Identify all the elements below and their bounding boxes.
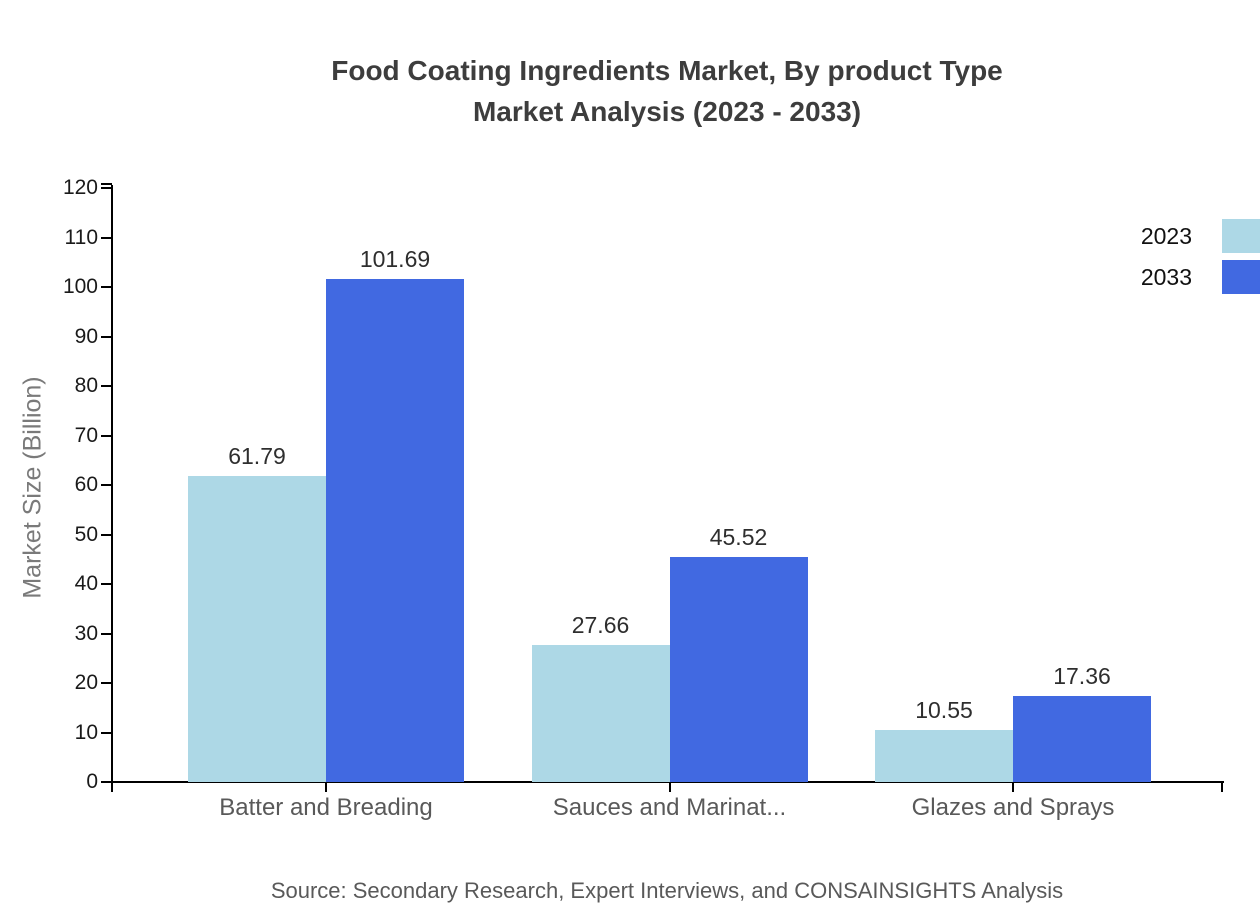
bar-value-label: 61.79 <box>228 443 286 470</box>
y-tick-label: 60 <box>74 473 98 496</box>
y-axis-line <box>111 185 113 790</box>
x-tick-mark <box>668 783 671 792</box>
y-tick-mark <box>101 286 112 288</box>
y-tick-label: 80 <box>74 374 98 397</box>
y-tick-mark <box>101 236 112 239</box>
legend-label: 2023 <box>1140 222 1192 249</box>
x-tick-mark <box>325 783 327 792</box>
bar-value-label: 10.55 <box>915 696 973 723</box>
x-category-label: Glazes and Sprays <box>911 794 1115 821</box>
y-tick-mark <box>101 335 112 338</box>
y-tick-label: 120 <box>62 176 98 199</box>
legend-swatch-2033 <box>1222 260 1260 294</box>
x-axis-line <box>110 781 1224 783</box>
bar-2033-2 <box>1013 696 1151 782</box>
chart-title: Food Coating Ingredients Market, By prod… <box>112 50 1222 132</box>
y-tick-label: 90 <box>74 324 98 348</box>
y-tick-label: 100 <box>62 275 98 298</box>
x-tick-mark <box>111 783 113 792</box>
y-tick-label: 70 <box>74 423 98 447</box>
y-tick-mark <box>101 682 112 684</box>
y-tick-label: 0 <box>86 770 98 793</box>
x-tick-mark <box>1012 783 1014 792</box>
x-category-label: Sauces and Marinat... <box>552 794 787 821</box>
y-tick-mark <box>101 385 112 387</box>
legend-item-2023: 2023 <box>1141 218 1260 254</box>
y-tick-label: 110 <box>64 225 98 249</box>
source-note: Source: Secondary Research, Expert Inter… <box>270 878 1064 903</box>
legend-label: 2033 <box>1140 263 1192 290</box>
y-tick-mark <box>101 781 112 783</box>
bar-value-label: 17.36 <box>1053 663 1111 690</box>
y-tick-mark <box>101 632 112 635</box>
bar-value-label: 101.69 <box>359 245 431 272</box>
y-tick-mark <box>101 533 112 536</box>
y-tick-mark <box>101 484 112 486</box>
y-tick-mark <box>101 434 112 437</box>
x-category-label: Batter and Breading <box>219 794 433 821</box>
y-tick-label: 50 <box>74 522 98 546</box>
bar-2023-1 <box>531 645 670 782</box>
legend-swatch-2023 <box>1222 219 1260 253</box>
legend: 2023 2033 <box>1141 218 1260 295</box>
y-tick-mark <box>101 187 112 189</box>
bar-2023-2 <box>875 729 1013 782</box>
chart-title-line2: Market Analysis (2023 - 2033) <box>472 96 862 127</box>
x-tick-mark <box>1221 783 1223 792</box>
legend-item-2033: 2033 <box>1141 259 1260 295</box>
y-tick-mark <box>101 583 112 585</box>
bar-value-label: 27.66 <box>571 612 630 639</box>
y-tick-label: 30 <box>74 621 98 645</box>
bar-2033-0 <box>326 278 464 782</box>
bar-2033-1 <box>669 556 808 782</box>
chart-title-line1: Food Coating Ingredients Market, By prod… <box>331 55 1003 86</box>
bar-2023-0 <box>188 476 326 782</box>
bar-value-label: 45.52 <box>709 523 768 550</box>
y-tick-label: 10 <box>74 720 98 744</box>
y-tick-label: 40 <box>74 572 98 595</box>
y-tick-label: 20 <box>74 671 98 694</box>
y-axis-end-cap <box>101 183 112 185</box>
y-tick-mark <box>101 731 112 734</box>
